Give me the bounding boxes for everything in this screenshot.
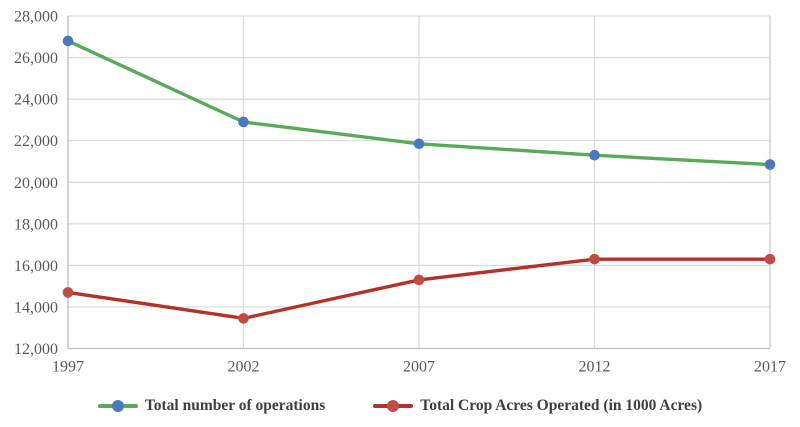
y-tick-label: 26,000 bbox=[14, 50, 58, 67]
y-tick-label: 24,000 bbox=[14, 92, 58, 109]
x-tick-label: 1997 bbox=[52, 359, 84, 376]
data-point-marker-s0-1997 bbox=[62, 35, 74, 47]
x-tick-label: 2017 bbox=[754, 359, 786, 376]
y-tick-label: 12,000 bbox=[14, 341, 58, 358]
legend-label-crop-acres: Total Crop Acres Operated (in 1000 Acres… bbox=[420, 397, 703, 414]
legend-marker-crop-acres-icon bbox=[373, 400, 414, 412]
x-tick-label: 2007 bbox=[403, 359, 435, 376]
data-point-marker-s1-2012 bbox=[589, 253, 600, 265]
legend-item-operations: Total number of operations bbox=[97, 397, 326, 415]
y-tick-label: 28,000 bbox=[14, 9, 58, 26]
y-tick-label: 22,000 bbox=[14, 133, 58, 150]
data-point-marker-s0-2012 bbox=[589, 149, 600, 161]
legend-item-crop-acres: Total Crop Acres Operated (in 1000 Acres… bbox=[373, 397, 702, 415]
data-point-marker-s1-1997 bbox=[62, 287, 74, 298]
data-point-marker-s0-2002 bbox=[238, 116, 249, 128]
y-tick-label: 20,000 bbox=[14, 175, 58, 192]
chart-legend: Total number of operations Total Crop Ac… bbox=[0, 386, 800, 426]
x-tick-label: 2012 bbox=[579, 359, 611, 376]
data-point-marker-s1-2017 bbox=[764, 253, 776, 265]
data-point-marker-s1-2002 bbox=[238, 313, 249, 324]
y-tick-label: 14,000 bbox=[14, 299, 58, 316]
data-point-marker-s1-2007 bbox=[413, 274, 425, 286]
legend-label-operations: Total number of operations bbox=[144, 397, 326, 414]
x-tick-label: 2002 bbox=[228, 359, 260, 376]
data-point-marker-s0-2017 bbox=[764, 159, 776, 170]
legend-dot-swatch bbox=[387, 400, 400, 412]
legend-dot-swatch bbox=[111, 400, 124, 412]
plot-area: 12,000 14,000 16,000 18,000 20,000 22,000 24,0… bbox=[14, 9, 786, 376]
y-tick-label: 16,000 bbox=[14, 258, 58, 275]
legend-marker-operations-icon bbox=[97, 400, 138, 412]
data-point-marker-s0-2007 bbox=[413, 138, 425, 150]
y-tick-label: 18,000 bbox=[14, 216, 58, 233]
